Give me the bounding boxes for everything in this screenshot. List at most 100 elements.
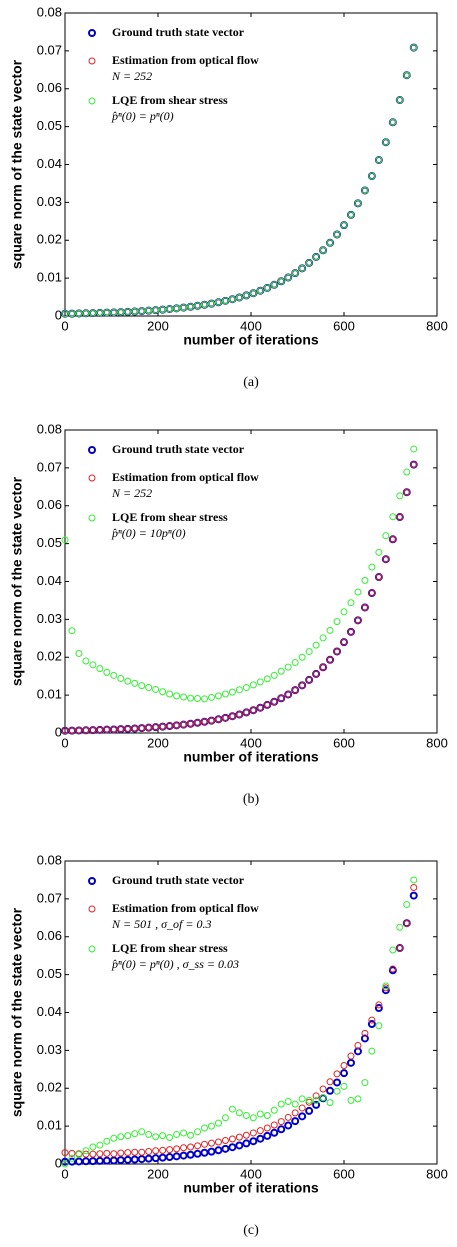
x-tick-label: 400 <box>240 1166 262 1181</box>
legend-marker <box>88 905 96 913</box>
data-point <box>228 1143 237 1152</box>
data-point <box>186 1150 195 1159</box>
data-point <box>277 1125 286 1134</box>
x-tick-label: 800 <box>426 735 448 750</box>
data-point <box>249 1137 258 1146</box>
data-point <box>110 308 118 316</box>
data-point <box>228 688 236 696</box>
data-point <box>319 634 327 642</box>
x-tick-label: 400 <box>240 318 262 333</box>
data-point <box>96 665 104 673</box>
data-point <box>256 704 264 712</box>
chart-panel: 0 0.01 0.02 0.03 0.04 0.05 0.06 0.07 0.08 0 200 400… <box>9 4 448 390</box>
data-point <box>326 1086 335 1095</box>
x-tick-label: 800 <box>426 318 448 333</box>
data-point <box>173 721 181 729</box>
data-point <box>75 1151 83 1159</box>
y-tick-label: 0.05 <box>37 535 62 550</box>
y-axis-label: square norm of the state vector <box>9 59 25 269</box>
data-point <box>256 678 264 686</box>
data-point <box>180 693 188 701</box>
data-point <box>368 563 376 571</box>
data-point <box>410 44 418 52</box>
data-point <box>194 1142 202 1150</box>
data-point <box>152 723 160 731</box>
data-point <box>242 1139 251 1148</box>
data-point <box>235 1133 243 1141</box>
data-point <box>410 461 418 469</box>
data-point <box>242 684 250 692</box>
data-point <box>340 1069 348 1078</box>
x-axis-label: number of iterations <box>183 749 319 765</box>
data-point <box>409 891 418 900</box>
legend-marker <box>88 877 96 885</box>
data-point <box>124 677 132 685</box>
data-point <box>173 304 181 312</box>
data-point <box>110 1150 118 1158</box>
legend-marker <box>88 29 96 37</box>
data-point <box>159 1146 167 1154</box>
data-point <box>159 688 167 696</box>
data-point <box>131 1130 139 1138</box>
data-point <box>103 1137 111 1145</box>
y-tick-label: 0 <box>55 307 62 322</box>
data-point <box>277 694 285 702</box>
legend-label: Estimation from optical flow <box>112 53 259 67</box>
data-point <box>270 281 278 289</box>
data-point <box>389 946 397 954</box>
data-point <box>284 1098 292 1106</box>
data-point <box>61 1149 69 1157</box>
data-point <box>291 1100 299 1108</box>
data-point <box>298 264 306 272</box>
data-point <box>389 118 397 126</box>
data-point <box>159 723 167 731</box>
data-point <box>361 186 369 194</box>
data-point <box>347 211 355 219</box>
caption: (b) <box>243 792 260 807</box>
data-point <box>381 986 390 995</box>
legend-detail: p̂ⁿ(0) = pⁿ(0) <box>111 109 174 123</box>
data-point <box>277 667 285 675</box>
data-point <box>263 1124 271 1132</box>
data-point <box>103 726 111 734</box>
legend-label: LQE from shear stress <box>112 941 228 955</box>
data-point <box>82 1147 90 1155</box>
data-point <box>333 230 341 238</box>
data-point <box>159 1132 167 1140</box>
y-tick-label: 0.02 <box>37 1080 62 1095</box>
y-tick-label: 0.03 <box>37 194 62 209</box>
data-point <box>354 1041 362 1049</box>
data-point <box>117 1149 125 1157</box>
y-tick-label: 0.04 <box>37 1004 62 1019</box>
data-point <box>61 310 69 318</box>
data-point <box>263 701 271 709</box>
data-point <box>180 304 188 312</box>
data-point <box>144 1154 153 1163</box>
data-point <box>312 1100 321 1109</box>
data-point <box>89 1150 97 1158</box>
y-tick-label: 0 <box>55 724 62 739</box>
data-point <box>145 307 153 315</box>
data-point <box>151 1154 160 1163</box>
x-tick-label: 200 <box>147 318 169 333</box>
data-point <box>201 301 208 309</box>
y-tick-label: 0.07 <box>37 890 62 905</box>
data-point <box>207 1122 215 1130</box>
data-point <box>256 1127 264 1135</box>
data-point <box>249 1114 257 1122</box>
data-point <box>326 626 334 634</box>
data-point <box>221 1144 230 1153</box>
y-tick-label: 0.04 <box>37 573 62 588</box>
data-point <box>249 1129 257 1137</box>
data-point <box>340 221 348 229</box>
data-point <box>221 714 229 722</box>
data-point <box>361 1079 369 1087</box>
data-point <box>368 172 376 180</box>
data-point <box>277 1118 285 1126</box>
data-point <box>103 1149 111 1157</box>
chart-panel: 0 0.01 0.02 0.03 0.04 0.05 0.06 0.07 0.08 0 200 400… <box>9 852 448 1238</box>
data-point <box>403 71 411 79</box>
legend-marker <box>88 57 96 65</box>
data-point <box>187 303 195 311</box>
data-point <box>166 1146 174 1154</box>
